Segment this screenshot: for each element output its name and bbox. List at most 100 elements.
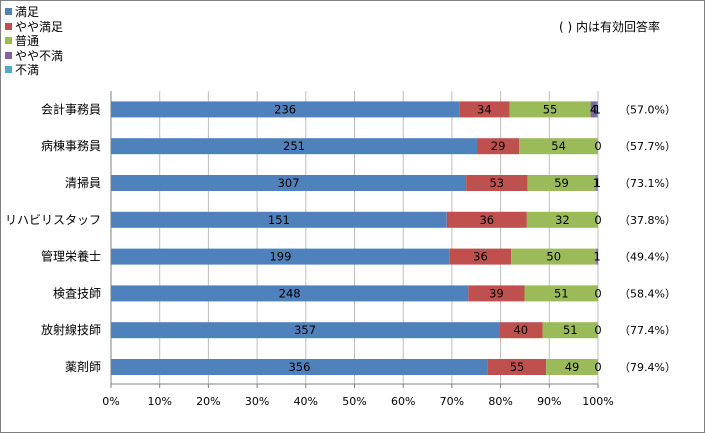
bar-segment [459,101,510,118]
data-label: 54 [551,139,566,153]
bar-segment [111,285,469,302]
data-label: 1 [594,102,601,116]
category-label: 清掃員 [65,175,101,190]
response-rate-label: （58.4%） [619,287,676,300]
data-label: 34 [477,102,492,116]
bar-segment [527,175,596,191]
bar-segment [449,248,512,265]
x-tick-label: 90% [537,395,561,408]
category-label: リハビリスタッフ [5,213,101,227]
bar-segment [111,211,447,228]
data-label: 53 [489,176,504,190]
category-label: 病棟事務員 [41,138,101,153]
x-tick-label: 40% [294,395,318,408]
x-tick-label: 0% [102,395,119,408]
legend-label: 満足 [15,5,40,19]
legend-swatch [5,8,12,15]
category-label: 管理栄養士 [41,249,101,264]
bar-segment [596,248,598,265]
bar-segment [546,359,598,375]
x-tick-label: 80% [488,395,512,408]
bar-segment [511,248,597,265]
bar-segment [596,175,598,191]
data-label: 151 [268,213,290,227]
x-tick-label: 70% [440,395,464,408]
bar-segment [487,359,547,375]
response-rate-label: （73.1%） [619,177,676,190]
bar-segment [596,101,598,118]
data-label: 1 [593,250,600,264]
data-label: 0 [594,213,601,227]
data-label: 251 [283,139,305,153]
bar-segment [499,322,543,339]
x-tick-label: 30% [245,395,269,408]
data-label: 0 [594,323,601,337]
legend-item: 不満 [5,63,39,77]
bar-segment [111,101,460,118]
data-label: 59 [554,176,569,190]
bar-segment [466,175,528,191]
legend-item: やや満足 [5,20,63,34]
data-label: 356 [288,360,310,374]
bar-segment [111,322,500,339]
data-label: 51 [554,286,569,300]
legend-label: 普通 [15,34,40,48]
legend-label: やや不満 [15,48,64,63]
data-label: 1 [594,176,601,190]
data-label: 0 [594,360,601,374]
bar-segment [111,175,467,191]
bar-segment [519,138,598,155]
data-label: 4 [590,102,597,116]
bar-segment [590,101,597,118]
bar-segment [446,211,527,228]
data-label: 307 [278,176,300,190]
legend-item: 普通 [5,34,39,48]
bar-segment [468,285,525,302]
data-label: 39 [489,286,504,300]
data-label: 51 [563,323,578,337]
x-tick-label: 50% [342,395,366,408]
category-label: 会計事務員 [41,101,101,116]
bar-segment [595,175,597,191]
legend-swatch [5,37,12,44]
bar-segment [111,138,477,155]
x-tick-label: 60% [391,395,415,408]
data-label: 357 [294,323,316,337]
legend-swatch [5,66,12,73]
category-label: 検査技師 [53,286,101,300]
legend-label: やや満足 [15,19,64,34]
data-label: 0 [594,286,601,300]
data-label: 1 [593,176,600,190]
bar-segment [509,101,591,118]
response-rate-label: （79.4%） [619,361,676,374]
legend-swatch [5,22,12,30]
data-label: 40 [513,323,528,337]
bar-segment [111,248,450,265]
bar-segment [111,359,488,375]
legend-label: 不満 [15,63,40,77]
bar-segment [476,138,520,155]
data-label: 199 [269,250,291,264]
x-tick-label: 20% [196,395,220,408]
category-label: 放射線技師 [41,322,101,337]
data-label: 36 [479,213,494,227]
data-label: 36 [473,250,488,264]
data-label: 0 [594,139,601,153]
data-label: 29 [491,139,506,153]
bar-segment [524,285,598,302]
bar-segment [526,211,598,228]
response-rate-label: （37.8%） [619,214,676,227]
data-label: 55 [543,102,558,116]
response-rate-label: （77.4%） [619,324,676,337]
response-rate-label: （49.4%） [619,251,676,264]
legend-item: 満足 [5,5,39,19]
legend-item: やや不満 [5,49,63,63]
category-label: 薬剤師 [65,359,101,374]
data-label: 32 [555,213,570,227]
data-label: 50 [546,250,561,264]
legend-swatch [5,51,12,59]
response-rate-note: ( ) 内は有効回答率 [559,20,660,34]
x-tick-label: 10% [147,395,171,408]
